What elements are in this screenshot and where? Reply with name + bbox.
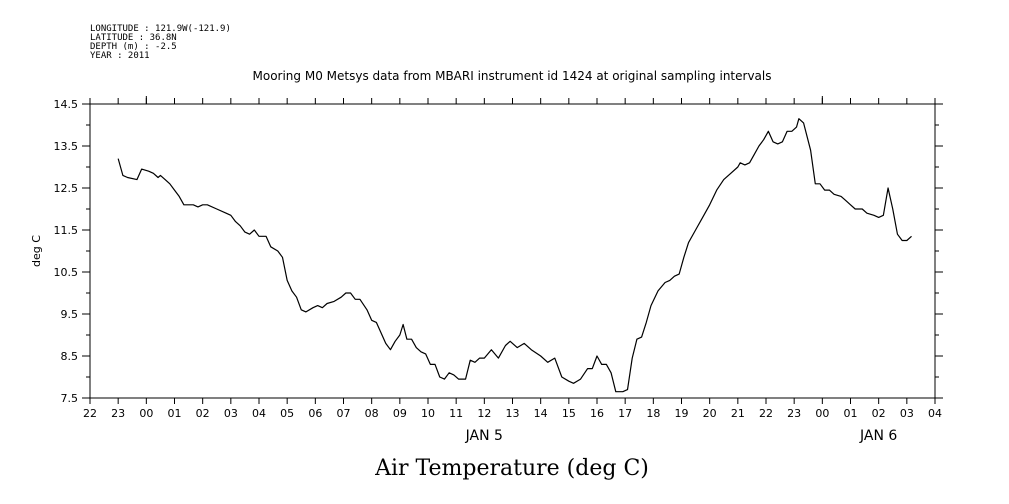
x-date-label: JAN 5	[465, 428, 503, 444]
y-tick-label: 8.5	[61, 350, 79, 363]
x-tick-label: 22	[759, 407, 773, 420]
x-tick-label: 03	[900, 407, 914, 420]
meta-latitude: LATITUDE : 36.8N	[90, 33, 177, 43]
axes: 22 23 00 01 02 03 04 05 06 07 08 09 10 11 12 13 14 15 16 17…	[54, 96, 943, 444]
y-tick-label: 11.5	[54, 224, 79, 237]
y-tick-label: 10.5	[54, 266, 79, 279]
y-tick-label: 12.5	[54, 182, 79, 195]
x-tick-label: 23	[111, 407, 125, 420]
meta-longitude: LONGITUDE : 121.9W(-121.9)	[90, 24, 231, 34]
x-tick-label: 16	[590, 407, 604, 420]
x-tick-label: 02	[872, 407, 886, 420]
x-tick-label: 05	[280, 407, 294, 420]
y-axis-label: deg C	[30, 235, 43, 267]
x-tick-label: 12	[477, 407, 491, 420]
x-tick-label: 04	[928, 407, 942, 420]
metadata-block: LONGITUDE : 121.9W(-121.9) LATITUDE : 36…	[90, 24, 231, 61]
x-tick-label: 10	[421, 407, 435, 420]
plot-frame	[89, 103, 936, 399]
y-tick-label: 9.5	[61, 308, 79, 321]
x-tick-label: 02	[196, 407, 210, 420]
y-tick-label: 14.5	[54, 98, 79, 111]
x-tick-label: 07	[337, 407, 351, 420]
x-tick-label: 13	[506, 407, 520, 420]
x-tick-label: 01	[844, 407, 858, 420]
x-tick-label: 22	[83, 407, 97, 420]
chart-title: Mooring M0 Metsys data from MBARI instru…	[253, 69, 772, 83]
x-tick-label: 03	[224, 407, 238, 420]
x-tick-label: 23	[787, 407, 801, 420]
x-tick-label: 18	[646, 407, 660, 420]
x-tick-label: 15	[562, 407, 576, 420]
x-tick-label: 00	[815, 407, 829, 420]
x-date-label: JAN 6	[859, 428, 897, 444]
chart-footer-label: Air Temperature (deg C)	[374, 456, 649, 481]
x-tick-label: 20	[703, 407, 717, 420]
x-tick-label: 14	[534, 407, 548, 420]
air-temperature-line	[117, 118, 912, 393]
x-tick-label: 01	[168, 407, 182, 420]
x-tick-label: 04	[252, 407, 266, 420]
y-tick-label: 7.5	[61, 392, 79, 405]
meta-depth: DEPTH (m) : -2.5	[90, 42, 177, 52]
x-tick-label: 21	[731, 407, 745, 420]
meta-year: YEAR : 2011	[90, 51, 150, 61]
x-tick-label: 19	[675, 407, 689, 420]
x-tick-label: 11	[449, 407, 463, 420]
y-tick-label: 13.5	[54, 140, 79, 153]
x-tick-label: 09	[393, 407, 407, 420]
x-tick-label: 08	[365, 407, 379, 420]
x-tick-label: 17	[618, 407, 632, 420]
x-tick-label: 00	[139, 407, 153, 420]
x-tick-label: 06	[308, 407, 322, 420]
series-layer	[117, 118, 912, 393]
